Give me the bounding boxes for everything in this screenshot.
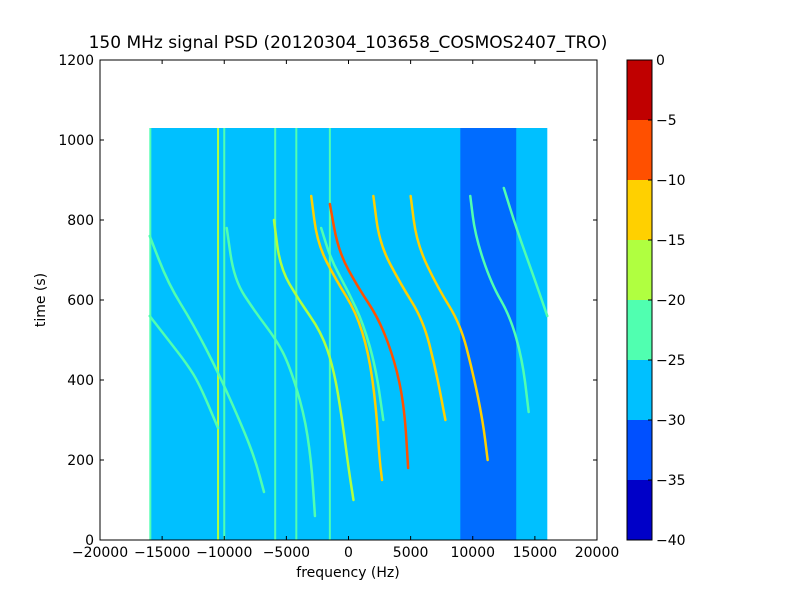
- chart-title: 150 MHz signal PSD (20120304_103658_COSM…: [89, 33, 608, 53]
- doppler-curve: [469, 194, 530, 414]
- y-axis-label: time (s): [33, 273, 49, 327]
- y-axis: 0 200 400 600 800 1000 1200: [58, 53, 597, 549]
- x-axis-label: frequency (Hz): [296, 565, 399, 581]
- x-tick-label: 0: [344, 545, 353, 561]
- x-axis: −20000 −15000 −10000 −5000 0 5000 10000 15000 20…: [72, 60, 619, 561]
- doppler-curve: [272, 218, 355, 502]
- y-tick-label: 800: [67, 213, 94, 229]
- noise-band: [460, 128, 517, 540]
- colorbar-tick-label: −15: [656, 233, 686, 249]
- x-tick-label: −20000: [72, 545, 128, 561]
- x-tick-label: −15000: [134, 545, 190, 561]
- y-tick-label: 0: [85, 533, 94, 549]
- colorbar-tick-label: −30: [656, 413, 686, 429]
- y-tick-label: 200: [67, 453, 94, 469]
- colorbar: −40 −35 −30 −25 −20 −15 −10 −5 0: [626, 53, 686, 549]
- doppler-curve: [148, 234, 266, 494]
- plot-area: [148, 128, 549, 540]
- doppler-curve: [502, 186, 549, 318]
- colorbar-tick-label: −5: [656, 113, 677, 129]
- y-tick-label: 1000: [58, 133, 94, 149]
- x-tick-label: −5000: [263, 545, 310, 561]
- colorbar-tick-label: −25: [656, 353, 686, 369]
- colorbar-segment: [627, 300, 652, 360]
- doppler-curve: [225, 226, 317, 518]
- colorbar-tick-label: 0: [656, 53, 665, 69]
- colorbar-segment: [627, 180, 652, 240]
- colorbar-segment: [627, 480, 652, 540]
- x-tick-label: 10000: [450, 545, 495, 561]
- colorbar-tick-label: −20: [656, 293, 686, 309]
- colorbar-tick-label: −40: [656, 533, 686, 549]
- colorbar-segment: [627, 60, 652, 120]
- doppler-curve: [372, 194, 447, 422]
- doppler-curve: [328, 202, 410, 470]
- doppler-curve: [409, 194, 489, 462]
- y-tick-label: 1200: [58, 53, 94, 69]
- x-tick-label: 15000: [513, 545, 558, 561]
- x-tick-label: 5000: [393, 545, 429, 561]
- doppler-curve: [319, 226, 385, 422]
- colorbar-segment: [627, 120, 652, 180]
- colorbar-segment: [627, 420, 652, 480]
- colorbar-segment: [627, 240, 652, 300]
- y-tick-label: 400: [67, 373, 94, 389]
- doppler-curve: [309, 194, 384, 482]
- x-tick-label: −10000: [196, 545, 252, 561]
- y-tick-label: 600: [67, 293, 94, 309]
- colorbar-tick-label: −35: [656, 473, 686, 489]
- colorbar-tick-label: −10: [656, 173, 686, 189]
- doppler-curve: [148, 314, 220, 430]
- colorbar-segment: [627, 360, 652, 420]
- x-tick-label: 20000: [575, 545, 620, 561]
